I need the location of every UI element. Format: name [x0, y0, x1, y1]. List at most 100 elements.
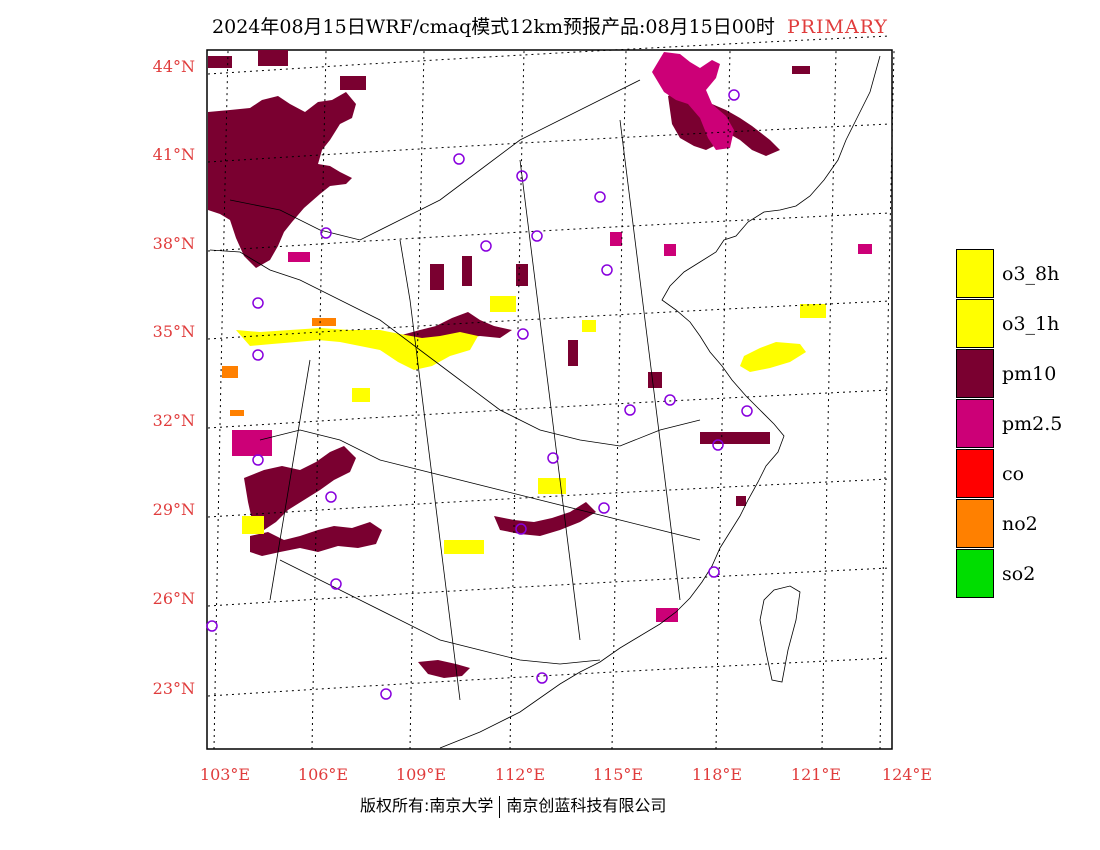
internal-border [269, 359, 311, 601]
station-marker [252, 454, 264, 466]
longitude-line [821, 50, 837, 750]
latitude-labels: 44°N 41°N 38°N 35°N 32°N 29°N 26°N 23°N [153, 57, 195, 698]
legend-swatch [956, 549, 994, 598]
pm10-patch [792, 66, 810, 74]
lat-label: 32°N [153, 411, 195, 430]
legend-label: co [1002, 463, 1025, 485]
pm25-patch [664, 244, 676, 256]
legend-label: o3_8h [1002, 263, 1060, 285]
legend-label: no2 [1002, 513, 1038, 535]
latitude-line [207, 212, 891, 252]
longitude-labels: 103°E 106°E 109°E 112°E 115°E 118°E 121°E 124°E [200, 765, 932, 784]
station-marker [594, 191, 606, 203]
lat-label: 44°N [153, 57, 195, 76]
coastline [439, 55, 881, 749]
lat-label: 29°N [153, 500, 195, 519]
station-marker [728, 89, 740, 101]
legend: o3_8h o3_1h pm10 pm2.5 co no2 so2 [956, 249, 1086, 599]
internal-border [619, 119, 681, 601]
legend-label: so2 [1002, 563, 1036, 585]
longitude-line [509, 50, 525, 750]
latitude-line [207, 567, 891, 607]
o3-patch [242, 516, 264, 534]
station-marker [516, 170, 528, 182]
pm25-patch [858, 244, 872, 254]
station-marker [380, 688, 392, 700]
taiwan [759, 585, 801, 683]
internal-border [209, 249, 701, 447]
station-marker [325, 491, 337, 503]
station-marker [531, 230, 543, 242]
credit-left: 版权所有:南京大学 [360, 796, 494, 815]
credit-line: 版权所有:南京大学 南京创蓝科技有限公司 [360, 792, 666, 818]
o3-patch [538, 478, 566, 494]
station-marker [601, 264, 613, 276]
lon-label: 112°E [495, 765, 545, 784]
pm10-patch [340, 76, 366, 90]
internal-border [279, 559, 601, 665]
longitude-line [879, 50, 895, 750]
lat-label: 38°N [153, 234, 195, 253]
pm25-patch [288, 252, 310, 262]
pm25-patch [656, 608, 678, 622]
pm10-band-central [398, 312, 512, 342]
pollution-layer [208, 50, 872, 678]
legend-swatch [956, 299, 994, 348]
latitude-line [207, 657, 891, 697]
lon-label: 124°E [882, 765, 932, 784]
lon-label: 115°E [593, 765, 643, 784]
lat-label: 23°N [153, 679, 195, 698]
legend-item: o3_1h [956, 299, 1086, 349]
pm10-region-northwest [208, 92, 356, 268]
pm25-patch [610, 232, 622, 246]
station-marker [598, 502, 610, 514]
legend-label: o3_1h [1002, 313, 1060, 335]
legend-item: co [956, 449, 1086, 499]
legend-swatch [956, 249, 994, 298]
station-marker [252, 297, 264, 309]
station-marker [547, 452, 559, 464]
longitude-line [311, 50, 327, 750]
station-marker [206, 620, 218, 632]
longitude-line [611, 50, 627, 750]
pm10-patch [648, 372, 662, 388]
internal-border [519, 159, 581, 641]
station-marker [708, 566, 720, 578]
station-marker [453, 153, 465, 165]
lat-label: 35°N [153, 322, 195, 341]
station-marker [330, 578, 342, 590]
legend-swatch [956, 399, 994, 448]
pm25-patch [232, 430, 272, 456]
station-marker [536, 672, 548, 684]
legend-item: pm2.5 [956, 399, 1086, 449]
station-marker [252, 349, 264, 361]
lon-label: 109°E [396, 765, 446, 784]
o3-patch [352, 388, 370, 402]
latitude-line [207, 35, 891, 75]
pm10-patch [516, 264, 528, 286]
boundaries [209, 55, 881, 749]
longitude-line [409, 50, 425, 750]
station-marker [664, 394, 676, 406]
o3-patch [444, 540, 484, 554]
lon-label: 121°E [791, 765, 841, 784]
pm10-patch [700, 432, 770, 444]
pm10-patch [462, 256, 472, 286]
map-title: 2024年08月15日WRF/cmaq模式12km预报产品:08月15日00时 P… [0, 12, 1100, 39]
station-markers [206, 89, 753, 700]
legend-item: so2 [956, 549, 1086, 599]
pm25-region-northeast [652, 52, 734, 150]
no2-patch [312, 318, 336, 326]
pm10-patch [208, 56, 232, 68]
latitude-line [207, 123, 891, 163]
latitude-line [207, 300, 891, 340]
station-marker [517, 328, 529, 340]
legend-label: pm10 [1002, 363, 1057, 385]
o3-patch [490, 296, 516, 312]
station-marker [515, 523, 527, 535]
legend-swatch [956, 349, 994, 398]
station-marker [712, 439, 724, 451]
lon-label: 106°E [298, 765, 348, 784]
pm10-patch [430, 264, 444, 290]
